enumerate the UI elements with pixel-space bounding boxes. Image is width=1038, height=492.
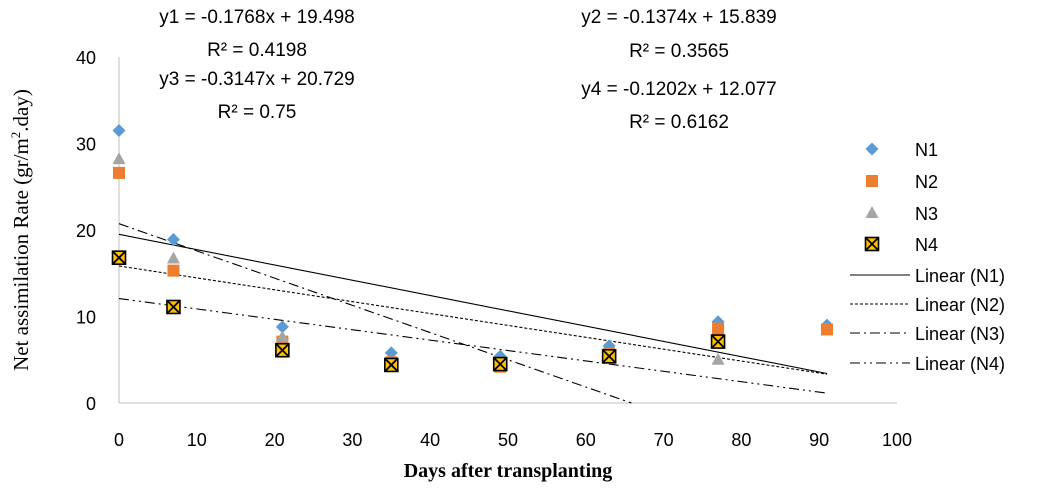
y-axis-title-tail: .day) xyxy=(9,89,33,132)
x-tick-label: 30 xyxy=(342,430,362,450)
trendline-equations: y1 = -0.1768x + 19.498 R² = 0.4198 y3 = … xyxy=(159,7,776,133)
trendline-linear-n4 xyxy=(118,297,828,394)
x-tick-label: 0 xyxy=(114,430,124,450)
data-markers xyxy=(111,124,834,373)
x-tick-label: 100 xyxy=(882,430,912,450)
y-axis-title-superscript: 2 xyxy=(8,132,23,139)
x-tick-label: 20 xyxy=(265,430,285,450)
marker-n3 xyxy=(711,352,725,365)
y-axis-title: Net assimilation Rate (gr/m2.day) xyxy=(8,89,33,371)
marker-n4 xyxy=(166,299,181,315)
y-tick-label: 0 xyxy=(86,394,96,414)
legend: N1 N2 N3 N4 Linear (N1) Linear (N2) Linear (N3… xyxy=(850,140,1005,374)
legend-label-linear-n4: Linear (N4) xyxy=(915,354,1005,374)
marker-n4 xyxy=(710,334,726,349)
marker-n1 xyxy=(275,320,289,334)
r-squared-n4: R² = 0.6162 xyxy=(629,112,729,133)
r-squared-n3: R² = 0.75 xyxy=(218,102,297,123)
equation-n3: y3 = -0.3147x + 20.729 xyxy=(159,69,354,90)
legend-label-linear-n2: Linear (N2) xyxy=(915,295,1005,315)
equation-n4: y4 = -0.1202x + 12.077 xyxy=(581,79,776,100)
marker-n4 xyxy=(111,250,127,265)
r-squared-n2: R² = 0.3565 xyxy=(629,41,729,62)
y-tick-label: 10 xyxy=(76,308,96,328)
equation-n2: y2 = -0.1374x + 15.839 xyxy=(581,7,776,28)
legend-marker-n4 xyxy=(864,236,880,252)
marker-n4 xyxy=(492,356,508,372)
y-axis-title-main: Net assimilation Rate (gr/m xyxy=(9,138,33,371)
r-squared-n1: R² = 0.4198 xyxy=(207,40,307,61)
y-tick-label: 20 xyxy=(76,221,96,241)
legend-label-n2: N2 xyxy=(915,172,938,192)
x-tick-label: 60 xyxy=(576,430,596,450)
legend-label-linear-n1: Linear (N1) xyxy=(915,266,1005,286)
marker-n4 xyxy=(383,357,399,373)
marker-n1 xyxy=(112,124,126,138)
trendlines xyxy=(118,223,828,404)
y-tick-labels: 0 10 20 30 40 xyxy=(76,48,96,414)
trendline-linear-n3 xyxy=(118,223,632,404)
y-tick-label: 40 xyxy=(76,48,96,68)
x-tick-label: 80 xyxy=(731,430,751,450)
marker-n4 xyxy=(601,348,617,364)
y-tick-label: 30 xyxy=(76,135,96,155)
marker-n2 xyxy=(820,323,833,336)
marker-n3 xyxy=(275,330,289,343)
x-tick-label: 90 xyxy=(809,430,829,450)
legend-label-n3: N3 xyxy=(915,204,938,224)
x-tick-label: 40 xyxy=(420,430,440,450)
marker-n2 xyxy=(113,166,125,179)
trendline-linear-n2 xyxy=(118,265,828,375)
marker-n1 xyxy=(166,233,180,247)
legend-marker-n3 xyxy=(865,206,879,218)
plot-area: 0 10 20 30 40 50 60 70 80 90 100 0 10 20 30 40 xyxy=(76,48,912,450)
legend-label-n4: N4 xyxy=(915,235,938,255)
x-tick-label: 50 xyxy=(498,430,518,450)
marker-n2 xyxy=(167,264,180,277)
marker-n2 xyxy=(712,322,725,335)
legend-marker-n2 xyxy=(866,175,878,187)
x-tick-labels: 0 10 20 30 40 50 60 70 80 90 100 xyxy=(114,430,912,450)
marker-n1 xyxy=(384,346,398,360)
x-tick-label: 10 xyxy=(187,430,207,450)
marker-n4 xyxy=(275,342,290,358)
legend-label-n1: N1 xyxy=(915,140,938,160)
marker-n3 xyxy=(166,251,180,264)
legend-marker-n1 xyxy=(865,142,879,156)
equation-n1: y1 = -0.1768x + 19.498 xyxy=(159,7,354,28)
legend-label-linear-n3: Linear (N3) xyxy=(915,324,1005,344)
marker-n3 xyxy=(112,152,126,165)
x-axis-title: Days after transplanting xyxy=(404,460,613,482)
trendline-linear-n1 xyxy=(118,233,828,375)
x-tick-label: 70 xyxy=(654,430,674,450)
